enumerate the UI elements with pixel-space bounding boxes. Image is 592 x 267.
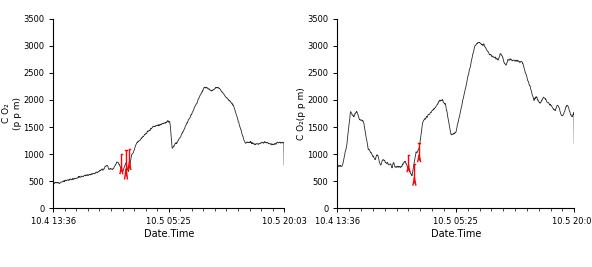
X-axis label: Date.Time: Date.Time — [143, 229, 194, 239]
Y-axis label: C O₂(p p m): C O₂(p p m) — [297, 87, 306, 140]
Y-axis label: C O₂
(p p m): C O₂ (p p m) — [2, 97, 22, 130]
X-axis label: Date.Time: Date.Time — [430, 229, 481, 239]
